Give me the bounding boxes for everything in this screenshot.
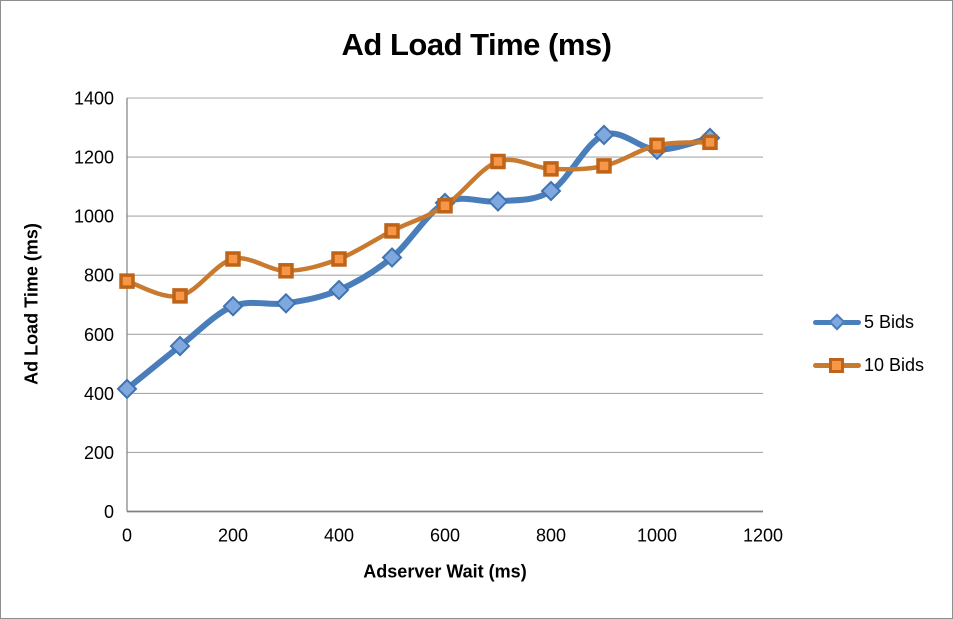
y-tick-label: 200 [84,443,114,463]
data-point-marker-10-bids [225,251,241,267]
data-point-marker-10-bids [702,134,718,151]
legend-square-icon [829,357,844,373]
legend-label: 10 Bids [864,354,925,375]
tick-labels: 0 200 400 600 800 1000 1200 1400 0 200 400 600 800 10… [74,89,783,546]
data-point-marker-5-bids [169,335,191,357]
data-point-marker-10-bids [119,273,135,289]
data-point-marker-5-bids [275,292,297,314]
x-tick-label: 800 [536,526,566,546]
data-point-marker-5-bids [540,180,562,202]
x-axis-title: Adserver Wait (ms) [363,561,527,582]
data-point-marker-10-bids [331,251,347,267]
data-point-marker-5-bids [222,295,244,317]
data-point-marker-10-bids [543,161,559,177]
data-point-marker-10-bids [172,288,188,304]
data-point-marker-5-bids [328,279,350,301]
data-point-marker-5-bids [381,247,403,268]
series-10-bids [119,134,718,304]
legend-diamond-icon [828,313,846,331]
y-tick-label: 600 [84,325,114,345]
y-tick-label: 1400 [74,89,114,109]
series-line-10-bids [124,140,713,299]
data-point-marker-5-bids [593,124,615,146]
y-axis-title: Ad Load Time (ms) [21,223,42,385]
x-tick-label: 200 [218,526,248,546]
legend-label: 5 Bids [864,311,915,332]
legend: 5 Bids 10 Bids [813,311,924,376]
data-point-marker-10-bids [490,153,506,170]
data-point-marker-10-bids [278,263,294,279]
y-tick-label: 1000 [74,207,114,227]
y-tick-label: 800 [84,266,114,286]
series-line-5-bids [124,130,713,392]
y-tick-label: 400 [84,384,114,404]
y-tick-label: 0 [104,502,114,522]
x-tick-label: 1000 [637,526,677,546]
series-5-bids [116,124,721,400]
legend-item-5-bids[interactable]: 5 Bids [813,311,924,333]
y-tick-label: 1200 [74,148,114,168]
data-point-marker-10-bids [596,158,612,174]
square-marker-icon [813,354,861,376]
data-point-marker-10-bids [649,137,665,154]
legend-item-10-bids[interactable]: 10 Bids [813,354,924,376]
diamond-marker-icon [813,311,861,333]
x-tick-label: 400 [324,526,354,546]
data-point-marker-10-bids [437,198,453,214]
data-point-marker-5-bids [116,378,138,400]
x-tick-label: 1200 [743,526,783,546]
data-point-marker-5-bids [487,190,509,212]
x-tick-label: 600 [430,526,460,546]
x-tick-label: 0 [122,526,132,546]
chart-title: Ad Load Time (ms) [341,27,612,62]
data-point-marker-10-bids [384,223,400,239]
gridlines [127,97,763,453]
